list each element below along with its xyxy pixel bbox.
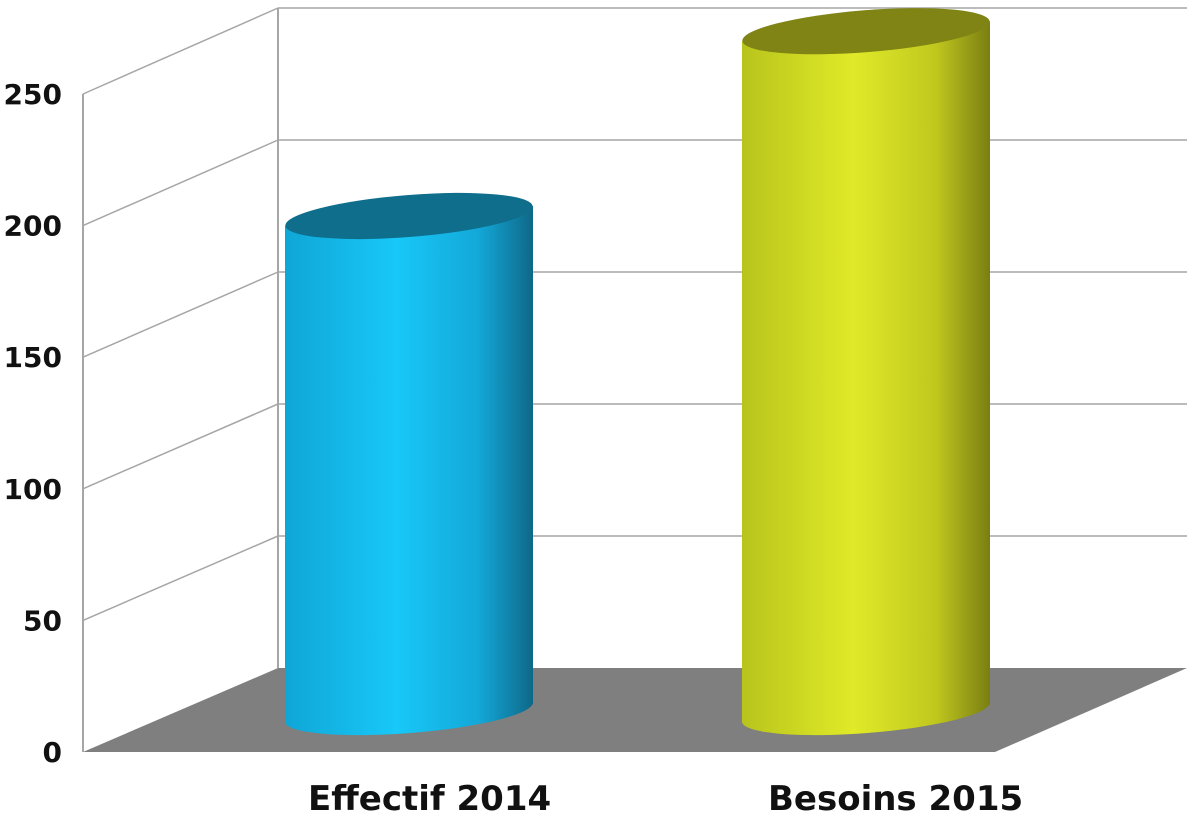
- y-tick-label: 0: [43, 736, 62, 769]
- gridlines: [82, 7, 1187, 622]
- y-tick-label: 150: [4, 341, 62, 374]
- gridline-side: [82, 139, 279, 227]
- x-tick-label: Besoins 2015: [768, 779, 1023, 814]
- y-tick-label: 200: [4, 210, 62, 243]
- bar-2: [742, 8, 991, 736]
- y-tick-label: 50: [23, 604, 62, 637]
- gridline-side: [82, 535, 279, 622]
- gridline-side: [82, 403, 279, 490]
- y-tick-labels: 0 50 100 150 200 250: [4, 78, 62, 769]
- axes: [82, 8, 279, 752]
- x-tick-label: Effectif 2014: [308, 779, 551, 814]
- x-tick-labels: Effectif 2014 Besoins 2015: [308, 779, 1023, 814]
- gridline-side: [82, 7, 279, 95]
- bars: [285, 8, 991, 736]
- bar-1: [285, 192, 534, 736]
- bar-top: [742, 8, 990, 55]
- gridline-side: [82, 271, 279, 358]
- bar-top: [285, 192, 533, 240]
- bar-body: [285, 206, 534, 736]
- y-tick-label: 250: [4, 78, 62, 111]
- y-tick-label: 100: [4, 473, 62, 506]
- chart-floor: [83, 668, 1187, 752]
- bar-body: [742, 21, 991, 736]
